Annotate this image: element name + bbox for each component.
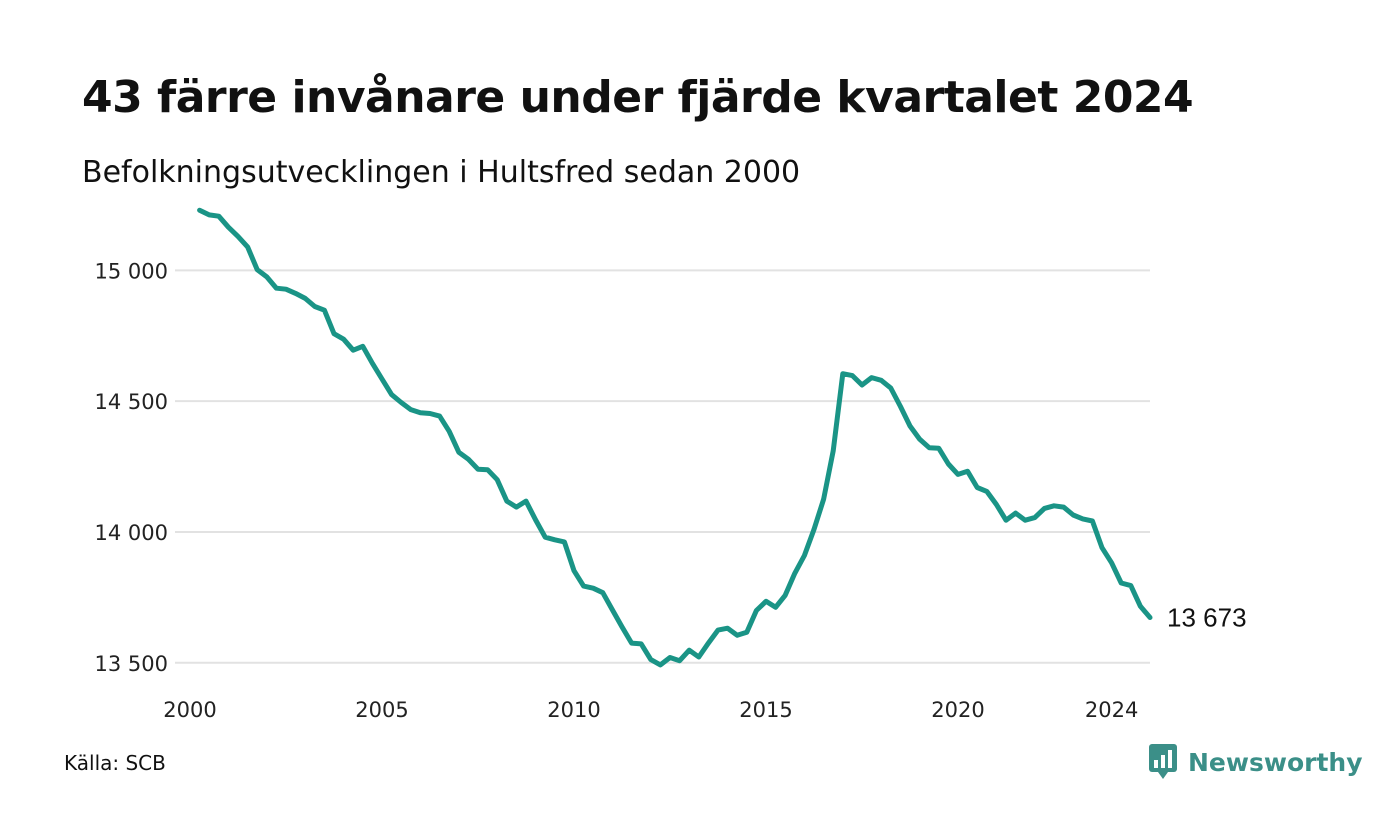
- y-tick-label: 13 500: [95, 652, 168, 676]
- end-value-label: 13 673: [1167, 603, 1247, 633]
- brand-name: Newsworthy: [1188, 747, 1363, 777]
- y-tick-label: 14 000: [95, 521, 168, 545]
- y-axis-ticks: 13 500 14 000 14 500 15 000: [95, 259, 168, 675]
- x-tick-label: 2010: [547, 698, 600, 722]
- series-line-population: [197, 207, 1153, 668]
- source-note: Källa: SCB: [64, 751, 166, 775]
- y-tick-label: 15 000: [95, 259, 168, 283]
- x-tick-label: 2024: [1085, 698, 1138, 722]
- y-tick-label: 14 500: [95, 390, 168, 414]
- gridlines: [175, 269, 1150, 664]
- x-tick-label: 2005: [355, 698, 408, 722]
- bar-chart-speech-bubble-icon: [1149, 744, 1177, 779]
- x-tick-label: 2020: [931, 698, 984, 722]
- brand-logo: Newsworthy: [1148, 742, 1363, 782]
- x-tick-label: 2000: [163, 698, 216, 722]
- x-tick-label: 2015: [739, 698, 792, 722]
- x-axis-ticks: 2000 2005 2010 2015 2020 2024: [163, 698, 1138, 722]
- chart-title: 43 färre invånare under fjärde kvartalet…: [82, 72, 1194, 123]
- chart-subtitle: Befolkningsutvecklingen i Hultsfred seda…: [82, 155, 801, 190]
